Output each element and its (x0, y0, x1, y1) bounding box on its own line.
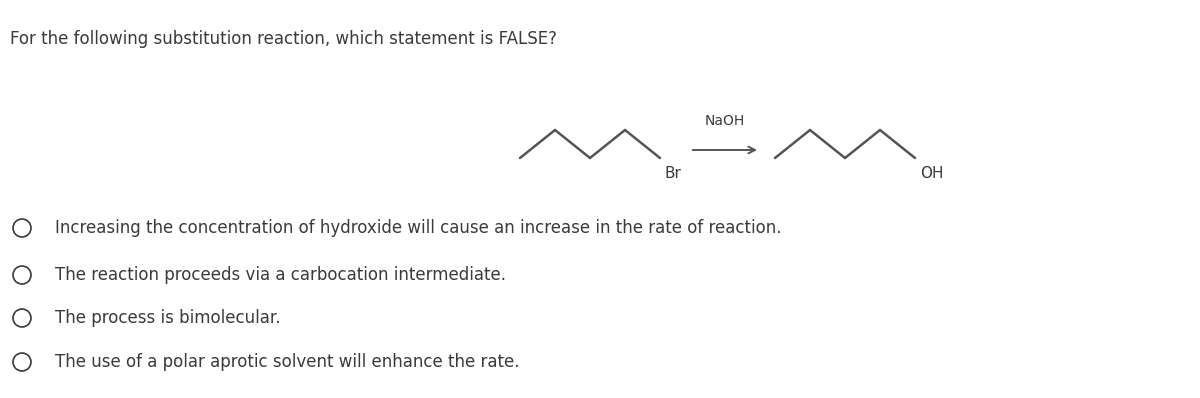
Text: Increasing the concentration of hydroxide will cause an increase in the rate of : Increasing the concentration of hydroxid… (55, 219, 781, 237)
Text: Br: Br (665, 166, 682, 181)
Text: NaOH: NaOH (704, 114, 745, 128)
Text: OH: OH (920, 166, 943, 181)
Text: The use of a polar aprotic solvent will enhance the rate.: The use of a polar aprotic solvent will … (55, 353, 520, 371)
Text: The process is bimolecular.: The process is bimolecular. (55, 309, 281, 327)
Text: For the following substitution reaction, which statement is FALSE?: For the following substitution reaction,… (10, 30, 557, 48)
Text: The reaction proceeds via a carbocation intermediate.: The reaction proceeds via a carbocation … (55, 266, 506, 284)
